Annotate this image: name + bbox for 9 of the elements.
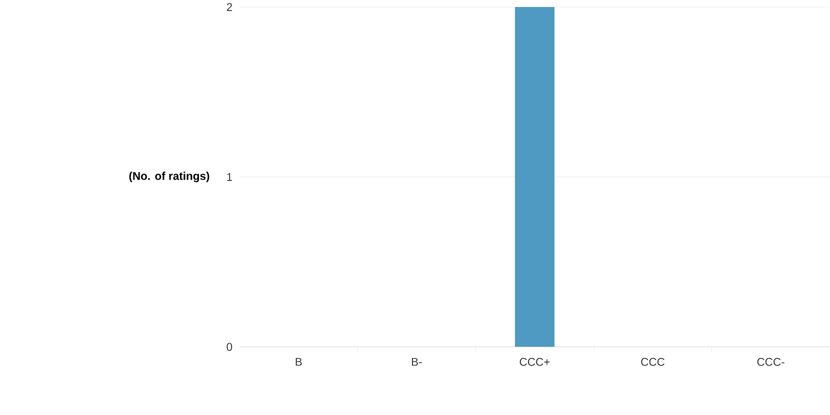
x-tick-label: B- — [412, 358, 422, 366]
y-axis-title: (No. of ratings) — [129, 172, 210, 182]
x-tick-label: CCC+ — [520, 358, 550, 366]
y-tick-label: 1 — [227, 173, 232, 181]
y-tick-label: 2 — [226, 3, 232, 12]
x-tick-label: CCC- — [757, 358, 784, 366]
x-tick-label: CCC — [641, 358, 665, 366]
y-tick-label: 0 — [226, 342, 232, 351]
x-tick-label: B — [296, 358, 302, 366]
